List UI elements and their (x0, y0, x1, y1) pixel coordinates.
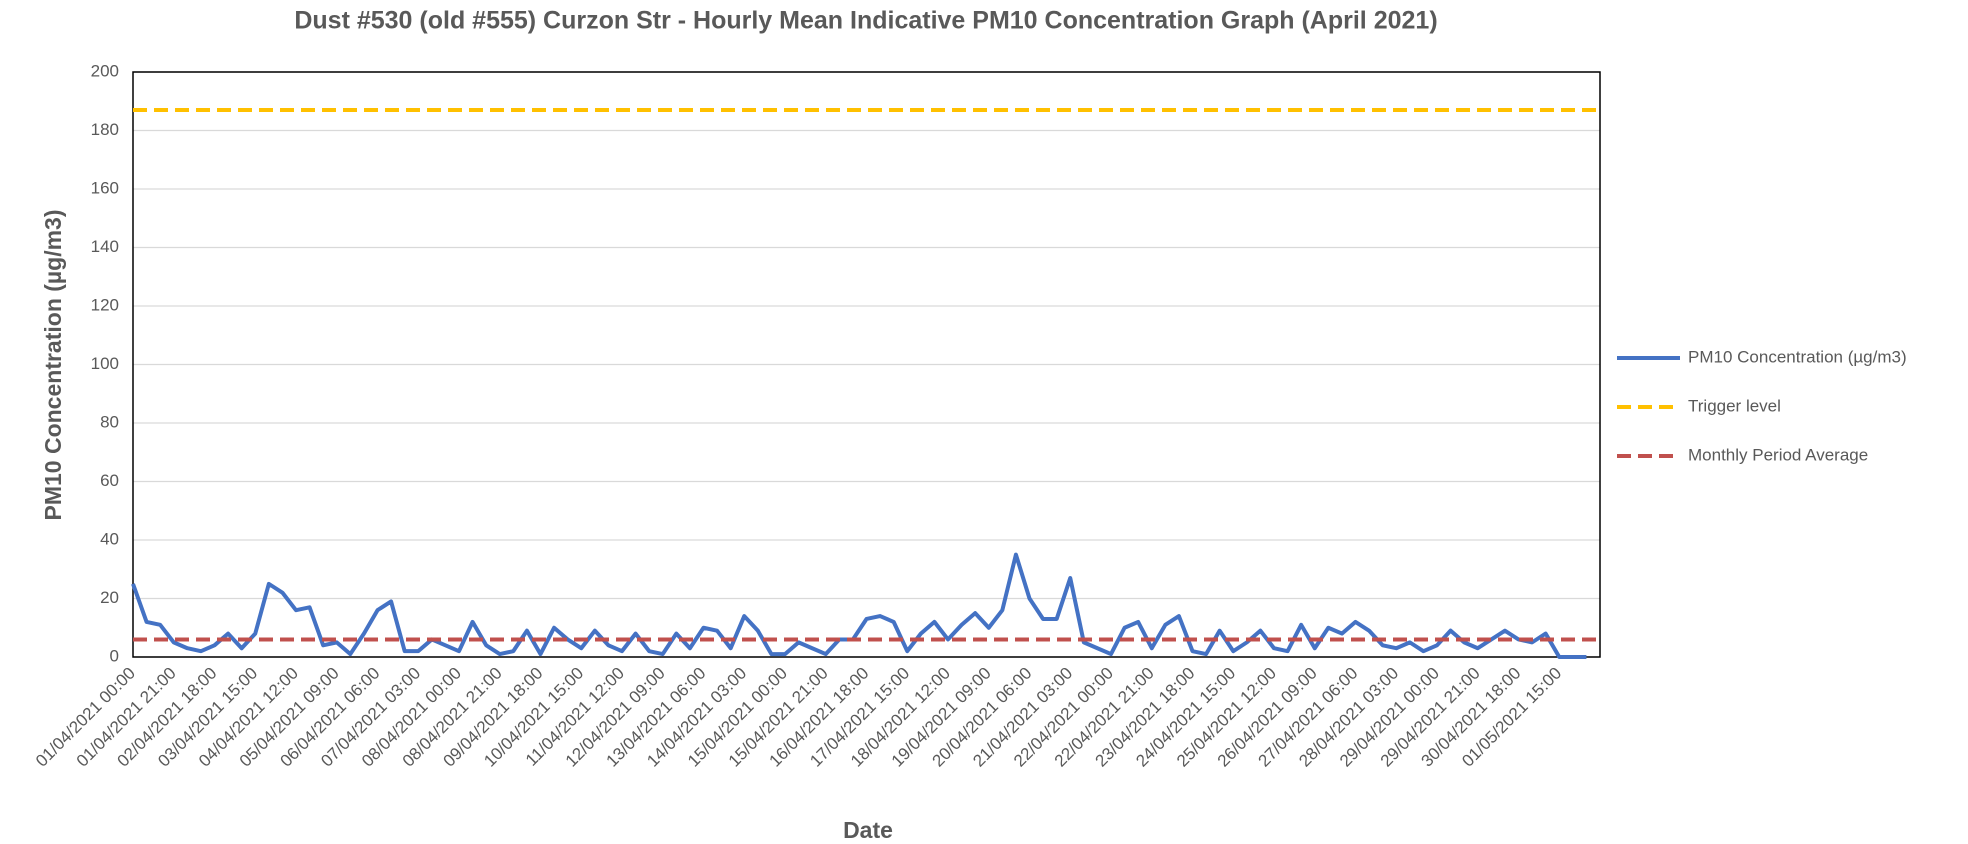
y-tick-label: 120 (91, 295, 119, 314)
y-axis-title: PM10 Concentration (µg/m3) (40, 209, 66, 520)
y-tick-label: 0 (110, 646, 119, 665)
chart-title: Dust #530 (old #555) Curzon Str - Hourly… (294, 7, 1437, 35)
y-tick-label: 200 (91, 61, 119, 80)
y-tick-label: 140 (91, 237, 119, 256)
data-line (131, 552, 1587, 659)
x-axis-title: Date (843, 817, 893, 843)
y-tick-label: 80 (100, 412, 119, 431)
y-tick-label: 20 (100, 588, 119, 607)
plot-border (132, 71, 1601, 658)
y-tick-label: 100 (91, 354, 119, 373)
legend-label: Trigger level (1688, 396, 1781, 415)
y-tick-label: 60 (100, 471, 119, 490)
y-tick-label: 40 (100, 529, 119, 548)
y-tick-label: 180 (91, 120, 119, 139)
y-tick-label: 160 (91, 178, 119, 197)
legend-label: Monthly Period Average (1688, 445, 1868, 464)
legend-label: PM10 Concentration (µg/m3) (1688, 347, 1907, 366)
